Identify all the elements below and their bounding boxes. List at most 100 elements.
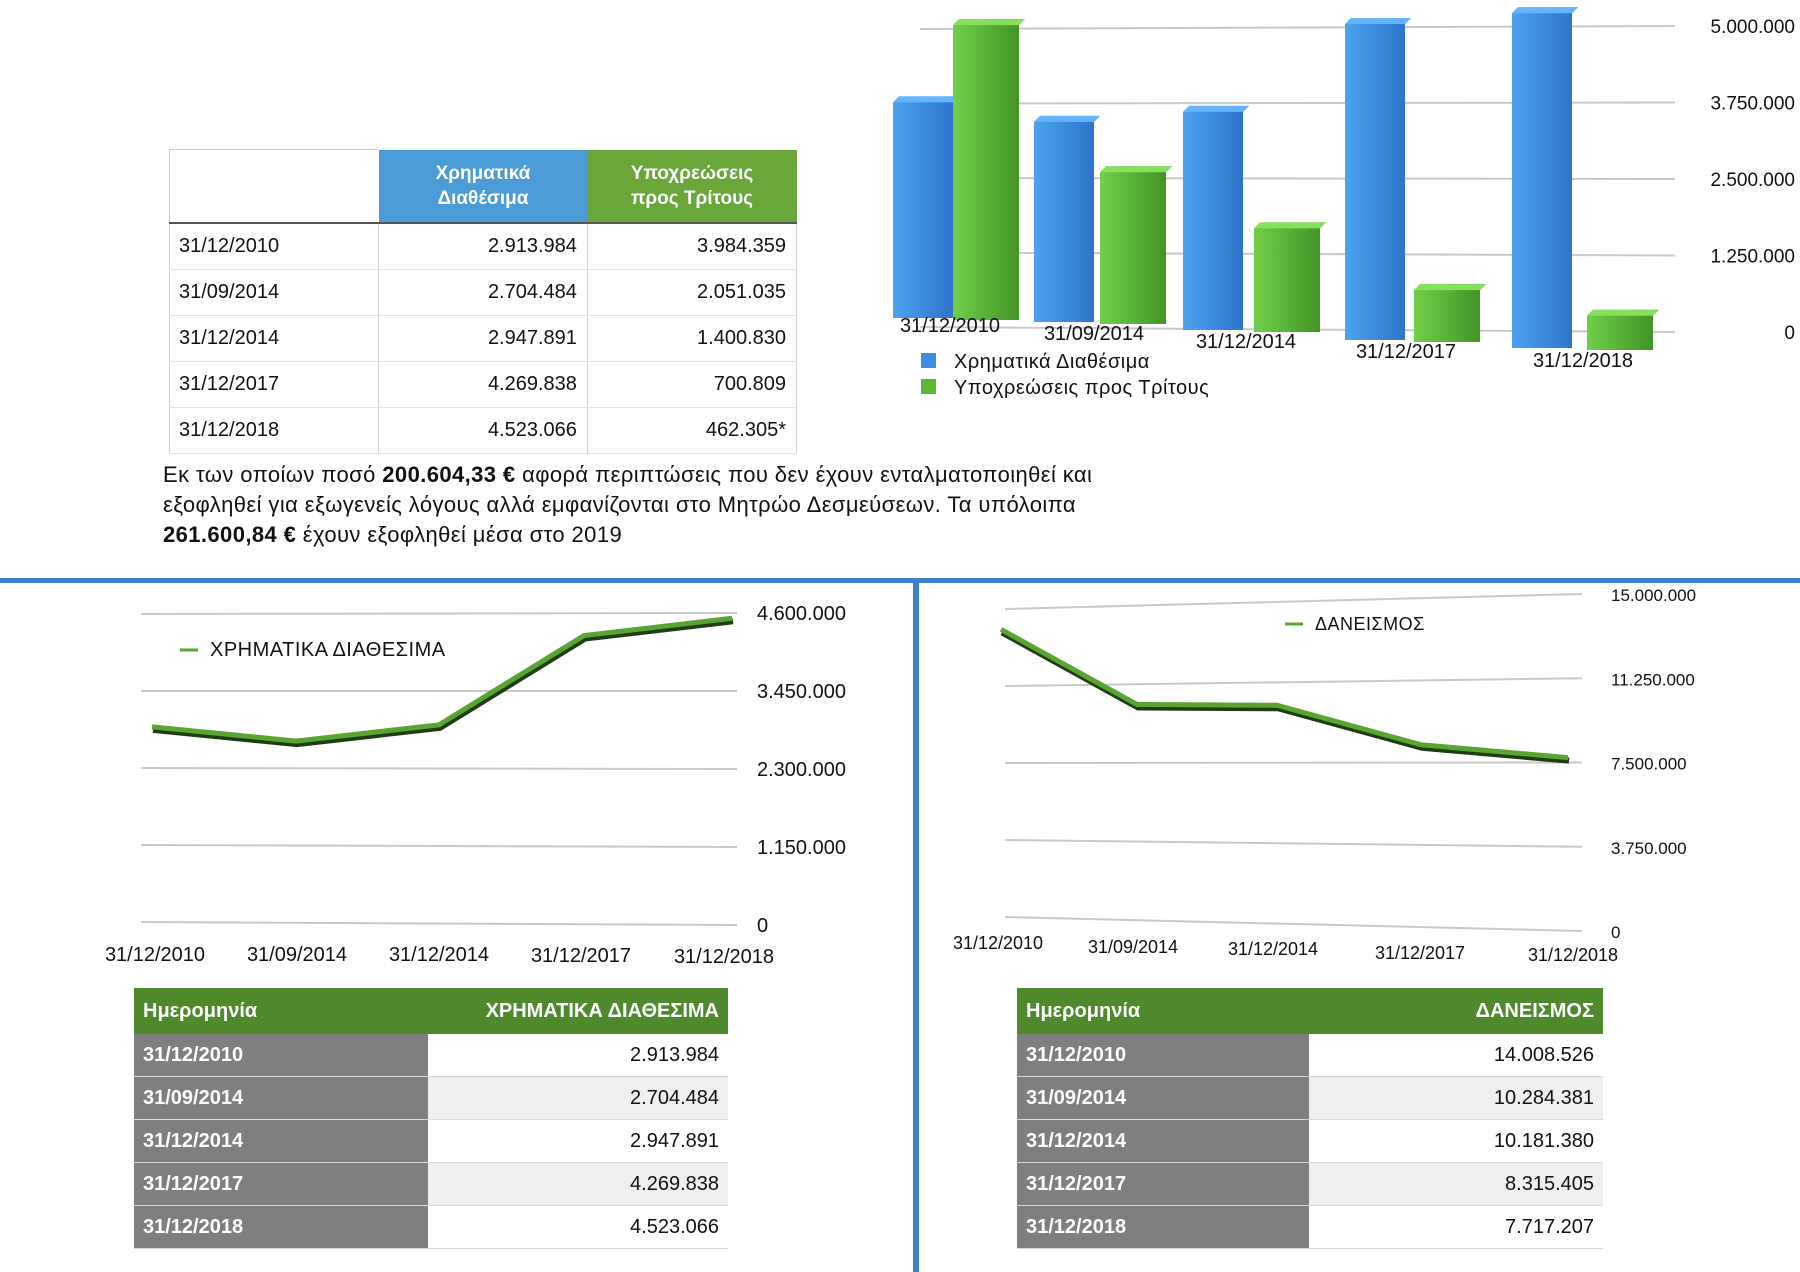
gridline [140,612,738,615]
bar-cash [1034,115,1100,322]
footnote-paragraph: Εκ των οποίων ποσό 200.604,33 € αφορά πε… [163,460,1163,550]
legend-label: Υποχρεώσεις προς Τρίτους [954,377,1209,399]
y-tick-label: 1.250.000 [1710,247,1795,268]
table-row: 31/09/2014 2.704.484 2.051.035 [168,269,798,316]
horizontal-divider [0,578,1800,583]
row-date: 31/12/2018 [1017,1205,1309,1249]
y-tick-label: 3.750.000 [1611,839,1687,858]
y-tick-label: 3.750.000 [1710,94,1795,115]
row-date: 31/09/2014 [168,269,380,316]
note-text-1: Εκ των οποίων ποσό [163,462,383,487]
x-tick-label: 31/12/2014 [389,944,489,966]
row-borrowing-value: 7.717.207 [1309,1205,1603,1249]
bar-liabilities-top [1414,284,1486,291]
series-line-shadow [152,618,734,748]
row-liabilities-value: 462.305* [587,407,798,454]
bar-cash-top [1183,105,1249,112]
row-date: 31/12/2010 [1017,1034,1309,1077]
row-date: 31/12/2017 [1017,1162,1309,1206]
gridline [140,921,738,926]
gridline [1004,839,1583,848]
x-tick-label: 31/12/2017 [531,945,631,967]
legend-swatch [921,379,936,394]
table-row: 31/12/2018 4.523.066 462.305* [168,407,798,454]
y-tick-label: 3.450.000 [757,681,846,703]
bar-liabilities-top [1254,222,1326,229]
row-date: 31/12/2017 [168,361,380,408]
y-tick-label: 4.600.000 [757,603,846,625]
x-tick-label: 31/12/2010 [900,315,1000,337]
row-borrowing-value: 10.284.381 [1309,1076,1603,1120]
row-date: 31/09/2014 [134,1076,428,1120]
y-tick-label: 0 [1784,323,1795,344]
bar-cash-top [1345,18,1411,25]
y-tick-label: 0 [757,915,768,937]
legend-label: Χρηματικά Διαθέσιμα [954,351,1150,373]
series-line [999,627,1569,761]
bar-chart: 0 1.250.000 2.500.000 3.750.000 5.000.000 31/… [893,7,1795,399]
table-header-liabilities: Υποχρεώσεις προς Τρίτους [587,149,797,224]
borrowing-table-body: 31/12/2010 14.008.526 31/09/2014 10.284.381… [1017,1034,1603,1249]
row-borrowing-value: 14.008.526 [1309,1034,1603,1077]
note-amount-1: 200.604,33 € [382,462,516,487]
x-tick-label: 31/12/2014 [1228,939,1318,959]
bar-liabilities [1587,309,1659,350]
bar-cash [1512,7,1578,348]
row-date: 31/09/2014 [1017,1076,1309,1120]
row-cash-value: 2.913.984 [428,1034,728,1077]
x-tick-label: 31/12/2010 [105,944,205,966]
header-cash-line2: Διαθέσιμα [437,187,529,209]
table-row: 31/12/2018 4.523.066 [134,1205,728,1249]
borrowing-table: Ημερομηνία ΔΑΝΕΙΣΜΟΣ 31/12/2010 14.008.52… [1017,988,1603,1249]
table-row: 31/12/2017 4.269.838 700.809 [168,361,798,408]
note-text-2: αφορά περιπτώσεις που δεν έχουν ενταλματ… [163,462,1093,517]
x-tick-label: 31/12/2017 [1375,943,1465,963]
y-tick-label: 7.500.000 [1611,755,1687,774]
cash-table-date-header: Ημερομηνία [134,988,428,1034]
bar-liabilities [1254,222,1326,332]
row-cash-value: 4.523.066 [378,407,588,454]
gridline [140,767,738,770]
x-tick-label: 31/09/2014 [247,944,347,966]
table-row: 31/12/2014 2.947.891 [134,1119,728,1163]
row-cash-value: 4.269.838 [378,361,588,408]
cash-table-body: 31/12/2010 2.913.984 31/09/2014 2.704.484 31… [134,1034,728,1249]
cash-table-value-header: ΧΡΗΜΑΤΙΚΑ ΔΙΑΘΕΣΙΜΑ [428,988,728,1034]
x-tick-label: 31/12/2010 [953,933,1043,953]
legend-label: ΧΡΗΜΑΤΙΚΑ ΔΙΑΘΕΣΙΜΑ [210,639,446,661]
table-row: 31/09/2014 10.284.381 [1017,1076,1603,1120]
bar-cash-top [893,96,959,103]
bar-liabilities [1414,284,1486,342]
legend-label: ΔΑΝΕΙΣΜΟΣ [1315,614,1425,634]
row-cash-value: 4.523.066 [428,1205,728,1249]
row-cash-value: 2.913.984 [378,223,588,270]
row-liabilities-value: 700.809 [587,361,798,408]
gridline [140,844,738,848]
bar-cash [1183,105,1249,330]
header-cash-line1: Χρηματικά [435,162,531,184]
table-row: 31/12/2017 8.315.405 [1017,1162,1603,1206]
bar-liabilities-top [1587,309,1659,316]
gridline [1004,916,1583,932]
y-tick-label: 5.000.000 [1710,17,1795,38]
table-row: 31/12/2010 14.008.526 [1017,1034,1603,1077]
bar-liabilities-top [953,19,1025,26]
x-tick-label: 31/12/2018 [1533,350,1633,372]
bar-liabilities [953,19,1025,320]
table-header-cash: Χρηματικά Διαθέσιμα [378,149,588,224]
x-tick-label: 31/12/2017 [1356,341,1456,363]
borrowing-table-date-header: Ημερομηνία [1017,988,1309,1034]
row-date: 31/12/2017 [134,1162,428,1206]
row-cash-value: 2.704.484 [378,269,588,316]
gridline [1004,593,1583,610]
y-tick-label: 0 [1611,923,1620,942]
header-liab-line1: Υποχρεώσεις [630,162,754,184]
summary-table-body: 31/12/2010 2.913.984 3.984.359 31/09/2014 2.… [168,223,798,454]
row-date: 31/12/2018 [168,407,380,454]
row-borrowing-value: 10.181.380 [1309,1119,1603,1163]
legend-swatch [921,353,936,368]
table-header-blank [168,149,379,224]
summary-table: Χρηματικά Διαθέσιμα Υποχρεώσεις προς Τρί… [168,149,798,454]
gridline [1004,761,1583,764]
row-liabilities-value: 3.984.359 [587,223,798,270]
